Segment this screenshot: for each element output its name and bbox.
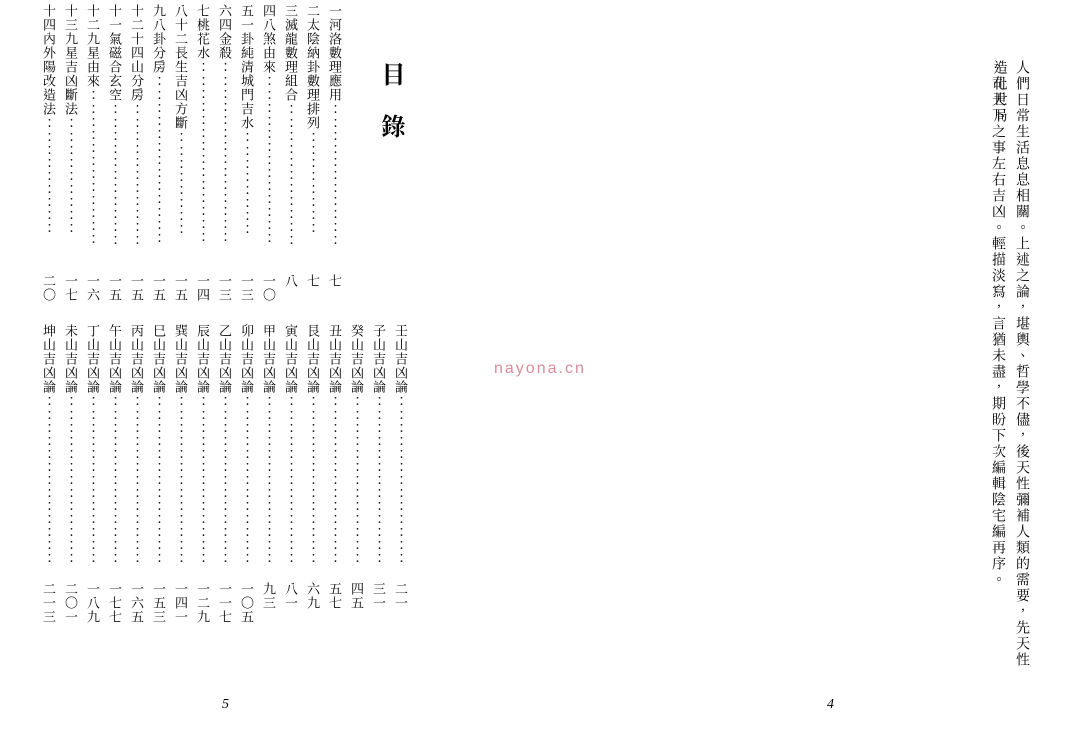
toc-entry-title: 乙山吉凶論：：：：：：：：：：：：： [216, 324, 235, 574]
toc-entry-title: 七桃花水：：：：：：：：：：：：：： [194, 4, 213, 254]
toc-entry-page: 五七 [326, 582, 345, 610]
toc-entry-page: 一五三 [150, 582, 169, 624]
toc-entry-title: 甲山吉凶論：：：：：：：：：：：：： [260, 324, 279, 574]
toc-entry-page: 一〇五 [238, 582, 257, 624]
toc-entry-title: 六四金殺：：：：：：：：：：：：：： [216, 4, 235, 254]
toc-entry-page: 一五 [128, 274, 147, 302]
page-left: 目錄 一河洛數理應用：：：：：：：：：：： 七 二太陰納卦數理排列：：：：：：：： 七… [30, 0, 550, 735]
toc-entry-title: 丙山吉凶論：：：：：：：：：：：：： [128, 324, 147, 574]
toc-entry-page: 二一三 [40, 582, 59, 624]
toc-entry-page: 一四一 [172, 582, 191, 624]
toc-entry-page: 六九 [304, 582, 323, 610]
toc-entry-page: 一六 [84, 274, 103, 302]
toc-entry-title: 丁山吉凶論：：：：：：：：：：：：： [84, 324, 103, 574]
toc-entry-title: 卯山吉凶論：：：：：：：：：：：：： [238, 324, 257, 574]
toc-entry-title: 一河洛數理應用：：：：：：：：：：： [326, 4, 345, 254]
toc-entry-page: 八一 [282, 582, 301, 610]
page-number-right: 4 [827, 697, 834, 713]
toc-entry-title: 四八煞由來：：：：：：：：：：：：： [260, 4, 279, 254]
toc-entry-title: 子山吉凶論：：：：：：：：：：：：： [370, 324, 389, 574]
toc-heading: 目錄 [376, 62, 411, 166]
toc-entry-title: 八十二長生吉凶方斷：：：：：：：： [172, 4, 191, 254]
toc-entry-page: 二〇一 [62, 582, 81, 624]
toc-entry-title: 寅山吉凶論：：：：：：：：：：：：： [282, 324, 301, 574]
toc-entry-page: 一八九 [84, 582, 103, 624]
toc-entry-page: 九三 [260, 582, 279, 610]
toc-entry-title: 丑山吉凶論：：：：：：：：：：：：： [326, 324, 345, 574]
toc-entry-page: 一六五 [128, 582, 147, 624]
toc-entry-page: 一二九 [194, 582, 213, 624]
prose-column: ，司天下之事左右吉凶。輕描淡寫，言猶未盡，期盼下次編輯陰宅編再序。 [988, 60, 1010, 680]
toc-entry-title: 十一氣磁合玄空：：：：：：：：：：： [106, 4, 125, 254]
toc-entry-page: 三一 [370, 582, 389, 610]
toc-entry-title: 壬山吉凶論：：：：：：：：：：：：： [392, 324, 411, 574]
toc-entry-title: 午山吉凶論：：：：：：：：：：：：： [106, 324, 125, 574]
toc-entry-page: 一一七 [216, 582, 235, 624]
toc-entry-page: 一七七 [106, 582, 125, 624]
toc-entry-title: 未山吉凶論：：：：：：：：：：：：： [62, 324, 81, 574]
toc-entry-page: 一五 [106, 274, 125, 302]
toc-entry-title: 二太陰納卦數理排列：：：：：：：： [304, 4, 323, 254]
toc-entry-page: 七 [304, 274, 323, 288]
toc-entry-page: 二一 [392, 582, 411, 610]
toc-entry-page: 八 [282, 274, 301, 288]
page-number-left: 5 [222, 697, 229, 713]
toc-entry-page: 一〇 [260, 274, 279, 302]
toc-entry-title: 巽山吉凶論：：：：：：：：：：：：： [172, 324, 191, 574]
toc-entry-title: 十二九星由來：：：：：：：：：：：： [84, 4, 103, 254]
toc-entry-title: 五一卦純清城門吉水：：：：：：：： [238, 4, 257, 254]
toc-entry-title: 艮山吉凶論：：：：：：：：：：：：： [304, 324, 323, 574]
toc-entry-page: 七 [326, 274, 345, 288]
toc-entry-title: 九八卦分房：：：：：：：：：：：：： [150, 4, 169, 254]
toc-entry-title: 癸山吉凶論：：：：：：：：：：：：： [348, 324, 367, 574]
toc-entry-title: 巳山吉凶論：：：：：：：：：：：：： [150, 324, 169, 574]
toc-entry-title: 十二十四山分房：：：：：：：：：：： [128, 4, 147, 254]
toc-entry-title: 辰山吉凶論：：：：：：：：：：：：： [194, 324, 213, 574]
page-spread: 人們日常生活息息相關。上述之論，堪輿、哲學不儘，後天性彌補人類的需要，先天性造化… [0, 0, 1084, 735]
toc-entry-page: 一五 [172, 274, 191, 302]
toc-entry-title: 十三九星吉凶斷法：：：：：：：：： [62, 4, 81, 254]
toc-entry-page: 二〇 [40, 274, 59, 302]
toc-entry-title: 三滅龍數理組合：：：：：：：：：：： [282, 4, 301, 254]
toc-entry-page: 一三 [216, 274, 235, 302]
toc-entry-title: 坤山吉凶論：：：：：：：：：：：：： [40, 324, 59, 574]
toc-entry-page: 一四 [194, 274, 213, 302]
toc-entry-page: 四五 [348, 582, 367, 610]
page-right: 人們日常生活息息相關。上述之論，堪輿、哲學不儘，後天性彌補人類的需要，先天性造化… [784, 0, 1084, 735]
toc-entry-page: 一七 [62, 274, 81, 302]
toc-entry-title: 十四內外陽改造法：：：：：：：：： [40, 4, 59, 254]
toc-entry-page: 一五 [150, 274, 169, 302]
toc-entry-page: 一三 [238, 274, 257, 302]
